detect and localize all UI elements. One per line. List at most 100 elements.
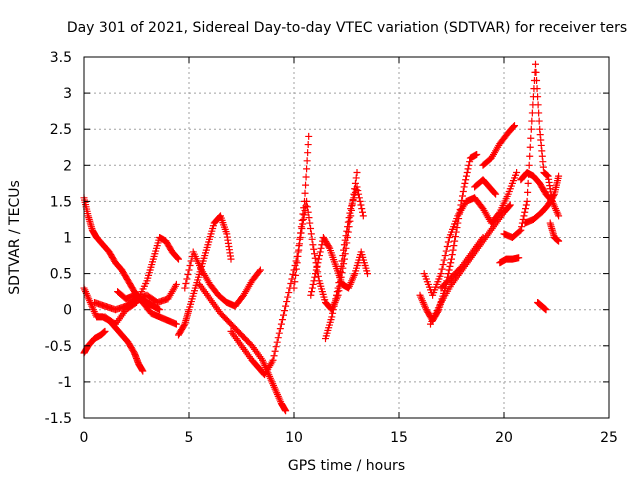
data-point-sat-u xyxy=(522,205,530,213)
data-point-sat-l xyxy=(340,246,348,254)
data-point-sat-u xyxy=(534,93,542,101)
data-point-sat-n xyxy=(447,259,455,267)
data-point-sat-k xyxy=(294,252,302,260)
data-point-sat-k xyxy=(307,224,315,232)
data-point-sat-t xyxy=(515,254,523,262)
data-point-sat-l xyxy=(346,209,354,217)
data-point-sat-l xyxy=(338,257,346,265)
data-point-sat-n xyxy=(461,179,469,187)
data-point-sat-k xyxy=(346,217,354,225)
data-point-sat-h xyxy=(255,267,263,275)
data-point-sat-j xyxy=(271,347,279,355)
data-point-sat-k xyxy=(298,224,306,232)
data-point-sat-g xyxy=(216,213,224,221)
data-point-sat-l xyxy=(332,295,340,303)
data-point-sat-d xyxy=(175,255,182,263)
data-point-sat-l xyxy=(356,197,364,205)
data-point-sat-u xyxy=(526,143,534,151)
data-points xyxy=(80,60,563,415)
data-point-sat-h xyxy=(181,284,189,292)
data-point-sat-k xyxy=(290,284,298,292)
data-point-sat-l xyxy=(329,309,337,317)
data-point-sat-k xyxy=(309,241,317,249)
data-point-sat-h xyxy=(187,257,195,265)
data-point-sat-u xyxy=(524,188,532,196)
data-point-sat-l xyxy=(343,227,351,235)
data-point-sat-m xyxy=(311,273,319,281)
data-point-sat-r xyxy=(510,122,518,130)
data-point-sat-k xyxy=(351,179,359,187)
data-point-sat-k xyxy=(310,250,318,258)
data-point-sat-u xyxy=(532,60,539,68)
data-point-sat-n xyxy=(466,158,474,166)
data-point-sat-j xyxy=(278,316,286,324)
data-point-sat-m xyxy=(307,291,315,299)
data-point-sat-m xyxy=(316,248,324,256)
data-point-sat-m xyxy=(364,270,371,278)
data-point-sat-o xyxy=(444,238,452,246)
data-point-sat-n xyxy=(444,270,452,278)
data-point-sat-j xyxy=(284,293,292,301)
data-point-sat-j xyxy=(282,302,290,310)
data-point-sat-v xyxy=(555,212,563,220)
data-point-sat-u xyxy=(535,109,543,117)
data-point-sat-m xyxy=(325,243,333,251)
data-point-sat-u xyxy=(534,101,542,109)
data-point-sat-n xyxy=(464,165,472,173)
data-point-sat-k xyxy=(300,211,308,219)
data-point-sat-o xyxy=(441,252,449,260)
x-tick-label: 15 xyxy=(390,430,408,446)
data-point-sat-n xyxy=(451,237,459,245)
data-point-sat-l xyxy=(342,232,350,240)
data-point-sat-l xyxy=(355,194,363,202)
data-point-sat-k xyxy=(308,235,316,243)
data-point-sat-m xyxy=(308,284,316,292)
data-point-sat-u xyxy=(528,117,536,125)
data-point-sat-u xyxy=(527,125,535,133)
data-point-sat-h xyxy=(184,271,192,279)
data-point-sat-u xyxy=(527,134,535,142)
data-point-sat-h xyxy=(183,275,191,283)
data-point-sat-n xyxy=(465,161,473,169)
data-point-sat-o xyxy=(443,243,451,251)
data-point-sat-l xyxy=(330,302,338,310)
data-point-sat-k xyxy=(296,234,304,241)
data-point-sat-n xyxy=(453,224,461,232)
x-tick-label: 10 xyxy=(285,430,303,446)
data-point-sat-l xyxy=(334,284,342,292)
data-point-sat-j xyxy=(303,157,311,165)
x-tick-label: 25 xyxy=(600,430,618,446)
data-point-sat-j xyxy=(270,352,278,360)
data-point-sat-l xyxy=(329,306,337,314)
data-point-sat-j xyxy=(303,165,311,173)
data-point-sat-j xyxy=(274,334,282,342)
data-point-sat-k xyxy=(307,230,315,238)
data-point-sat-s xyxy=(492,190,500,198)
data-point-sat-g xyxy=(180,321,188,329)
data-point-sat-b xyxy=(139,367,147,375)
data-point-sat-k xyxy=(299,220,307,228)
y-tick-label: 3 xyxy=(63,86,72,102)
data-point-sat-o xyxy=(439,261,447,269)
data-point-sat-m xyxy=(315,252,323,260)
data-point-sat-j xyxy=(277,320,285,328)
data-point-sat-j xyxy=(281,307,289,315)
data-point-sat-k xyxy=(299,215,307,223)
data-point-sat-n xyxy=(450,242,458,250)
data-point-sat-o xyxy=(437,270,445,278)
data-point-sat-r xyxy=(511,122,518,130)
y-tick-label: -1 xyxy=(58,375,72,391)
data-point-sat-j xyxy=(269,356,277,364)
data-point-sat-l xyxy=(345,214,353,222)
y-tick-label: 3.5 xyxy=(50,50,72,66)
y-tick-label: -1.5 xyxy=(45,411,72,427)
data-point-sat-n xyxy=(462,176,470,184)
data-point-sat-g xyxy=(227,255,235,263)
data-point-sat-l xyxy=(359,208,367,216)
data-point-sat-k xyxy=(291,278,299,286)
data-point-sat-u xyxy=(518,223,526,231)
data-point-sat-k xyxy=(297,229,305,237)
data-point-sat-j xyxy=(280,311,287,319)
data-point-sat-l xyxy=(344,223,352,231)
data-point-sat-o xyxy=(442,247,450,255)
